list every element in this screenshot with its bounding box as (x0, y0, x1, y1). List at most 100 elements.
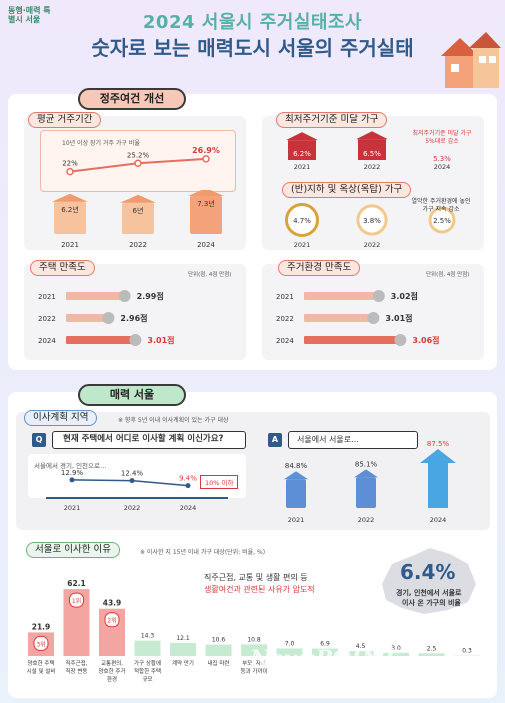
env-sat-tab: 주거환경 만족도 (278, 260, 361, 276)
data-label: 3.02점 (391, 291, 418, 301)
data-label: 5.3% (433, 155, 451, 163)
reason-bar (170, 642, 196, 656)
x-tick-label: 2021 (61, 241, 79, 249)
data-label: 7.0 (285, 640, 295, 647)
y-tick-label: 2022 (276, 315, 294, 323)
roof-shape (188, 190, 224, 197)
sat-icon (394, 334, 407, 346)
reason-bar (383, 652, 409, 656)
y-tick-label: 2024 (38, 337, 56, 345)
x-tick-label: 규모 (142, 676, 152, 683)
watermark: NewsPOINT (250, 646, 398, 672)
x-tick-label: 환경 (107, 675, 117, 683)
data-label: 10.8 (247, 636, 261, 643)
section-tab-living: 정주여건 개선 (78, 88, 186, 110)
basement-circle (284, 202, 320, 238)
sat-bar (66, 314, 109, 322)
section-tab-attractive: 매력 서울 (78, 384, 186, 406)
year-bar (54, 201, 86, 234)
drop-note: 10% 이하 (200, 475, 239, 489)
move-note: ※ 향후 5년 이내 이사계획이 있는 가구 대상 (118, 417, 229, 424)
x-tick-label: 2024 (434, 163, 451, 170)
reasons-headline-2: 생활여건과 관련된 사유가 압도적 (204, 585, 315, 594)
data-label: 12.9% (61, 469, 84, 477)
line-point (202, 155, 210, 163)
y-tick-label: 2021 (276, 293, 294, 301)
substandard-tab: 최저주거기준 미달 가구 (276, 112, 388, 128)
data-label: 6년 (133, 206, 144, 215)
data-label: 84.8% (285, 462, 308, 470)
sat-bar (66, 292, 125, 300)
y-tick-label: 2022 (38, 315, 56, 323)
reasons-tab: 서울로 이사한 이유 (26, 542, 120, 558)
sat-icon (102, 312, 115, 324)
x-tick-label: 계약 만기 (172, 659, 194, 667)
x-tick-label: 2022 (364, 163, 381, 170)
reason-bar (312, 648, 338, 656)
residence-tab: 평균 거주기간 (28, 112, 102, 128)
a-badge: A (268, 433, 282, 447)
basement-chart: 4.7% 2021 3.8% 2022 2.5% (284, 202, 456, 249)
reason-bar (241, 644, 267, 656)
x-tick-label: 2021 (288, 516, 305, 524)
sat-icon (129, 334, 142, 346)
data-label: 26.9% (192, 146, 220, 155)
roof-shape (286, 132, 318, 141)
line-point (69, 477, 75, 483)
rank-label: 1위 (72, 597, 81, 605)
seoul-logo: 동행·매력 특별시 서울 (8, 6, 56, 24)
rank-label: 2위 (107, 617, 116, 625)
x-tick-label: 2021 (64, 504, 81, 512)
roof-shape (356, 131, 388, 140)
left-move-caption: 서울에서 경기, 인천으로… (34, 462, 107, 470)
big-percentage: 6.4% (400, 560, 456, 584)
x-tick-label: 2022 (124, 504, 141, 512)
data-label: 2.5 (427, 645, 437, 652)
substandard-bar (288, 140, 316, 160)
reasons-headline-1: 직주근접, 교통 및 생활 편의 등 (204, 573, 308, 582)
x-tick-label: 2022 (358, 516, 375, 524)
x-tick-label: 2021 (294, 163, 311, 170)
x-tick-label: 양호한 주택 (27, 659, 54, 667)
big-caption-1: 경기, 인천에서 서울로 (396, 589, 462, 597)
sat-icon (372, 290, 385, 302)
data-label: 3.06점 (412, 335, 439, 345)
data-label: 6.2% (293, 150, 311, 158)
sat-icon (118, 290, 131, 302)
data-label: 3.01점 (147, 335, 174, 345)
move-tab: 이사계획 지역 (24, 410, 98, 426)
reason-bar (276, 648, 303, 656)
reasons-note: ※ 이사한 지 15년 이내 가구 대상(단위: 비율, %) (140, 549, 266, 556)
sat-bar (304, 292, 379, 300)
data-label: 85.1% (355, 460, 378, 468)
basement-circle (428, 206, 456, 234)
x-tick-label: 2022 (129, 241, 147, 249)
data-label: 7.3년 (197, 199, 215, 208)
x-tick-label: 교통편의, (101, 659, 123, 667)
year-bar (190, 196, 222, 234)
reason-bar (205, 644, 232, 656)
data-label: 4.5 (356, 643, 366, 650)
x-tick-label: 양호한 주거 (98, 667, 125, 675)
residence-years-chart: 6.2년 2021 6년 2022 7.3년 2024 (52, 190, 224, 249)
housing-sat-unit: 단위(점, 4점 만점) (188, 272, 232, 278)
basement-circle (356, 204, 388, 236)
data-label: 6.9 (320, 641, 330, 648)
data-label: 0.3 (462, 648, 472, 655)
roof-shape (354, 469, 378, 478)
logo-text: 동행·매력 특별시 서울 (8, 6, 51, 24)
data-label: 25.2% (127, 151, 150, 159)
x-tick-label: 2024 (180, 504, 197, 512)
year-bar (122, 202, 154, 234)
reason-bar (347, 651, 374, 656)
housing-sat-chart: 2021 2.99점 2022 2.96점 2024 3.01점 (38, 290, 175, 346)
rank-label: 3위 (36, 640, 45, 648)
page-subtitle: 숫자로 보는 매력도시 서울의 주거실태 (91, 36, 414, 60)
data-label: 2.5% (433, 217, 451, 225)
basement-note: 열악한 주거환경에 놓인 가구 지속 감소 (411, 198, 471, 213)
x-tick-label: 2024 (430, 516, 447, 524)
rank-badge (33, 635, 49, 651)
sat-icon (367, 312, 380, 324)
data-label: 2.96점 (120, 313, 147, 323)
